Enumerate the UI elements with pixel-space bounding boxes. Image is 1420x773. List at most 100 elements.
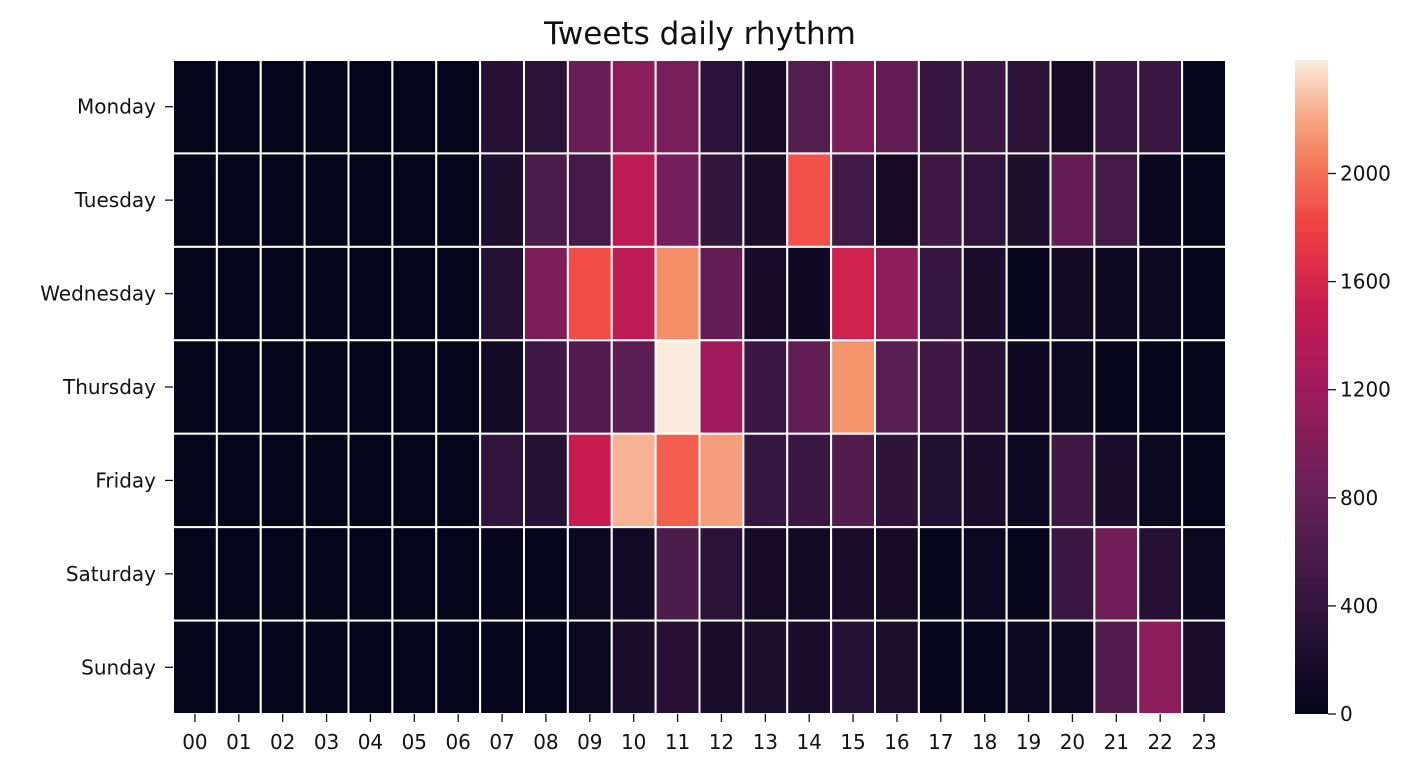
heatmap-cell [1137,245,1184,342]
heatmap-cell [391,526,438,622]
heatmap-cell [215,152,262,248]
colorbar-tick-label: 0 [1340,702,1353,726]
heatmap-cell [566,245,613,342]
heatmap-cell [391,339,438,435]
heatmap-cell [435,432,482,529]
heatmap-cell [1005,339,1052,435]
y-tick-label: Monday [77,95,156,119]
heatmap-cell [435,152,482,248]
heatmap-cell [523,526,569,622]
heatmap-cell [479,339,525,435]
x-tick-label: 10 [621,730,646,754]
heatmap-cell [479,245,525,342]
heatmap-cell [1049,619,1096,716]
heatmap-cell [961,59,1008,155]
heatmap-cell [479,526,525,622]
heatmap-cell [610,59,657,155]
colorbar-tick-label: 2000 [1340,162,1391,186]
x-tick-label: 18 [972,730,997,754]
heatmap-cell [1181,152,1227,248]
heatmap-cell [874,432,920,529]
heatmap-cell [654,245,701,342]
heatmap-cell [961,152,1008,248]
chart-title: Tweets daily rhythm [543,16,856,52]
heatmap-cell [1005,152,1052,248]
heatmap-cell [1005,59,1052,155]
heatmap-cell [1137,59,1184,155]
heatmap-cell [479,619,525,716]
heatmap-cell [303,339,350,435]
heatmap-cell [347,339,394,435]
heatmap-cell [172,339,218,435]
heatmap-cell [1005,619,1052,716]
heatmap-cell [654,526,701,622]
heatmap-cell [917,152,964,248]
heatmap-cell [259,526,306,622]
heatmap-cell [172,59,218,155]
heatmap-cell [742,339,789,435]
heatmap-cell [610,619,657,716]
heatmap-cell [698,339,745,435]
heatmap-cell [172,152,218,248]
heatmap-cell [830,619,876,716]
heatmap-cell [1093,619,1140,716]
heatmap-cell [961,339,1008,435]
heatmap-cell [1005,526,1052,622]
heatmap-cell [830,432,876,529]
heatmap-cell [479,152,525,248]
heatmap-cell [917,526,964,622]
heatmap-cell [742,432,789,529]
heatmap-cell [1049,432,1096,529]
heatmap-cell [1137,619,1184,716]
heatmap-cell [1049,526,1096,622]
heatmap-cell [172,619,218,716]
heatmap-cell [215,619,262,716]
heatmap-cell [1049,152,1096,248]
heatmap-cell [523,245,569,342]
heatmap-cell [610,526,657,622]
heatmap-cell [610,245,657,342]
heatmap-cell [654,152,701,248]
heatmap-cell [1093,59,1140,155]
heatmap-cell [654,59,701,155]
heatmap-cell [347,432,394,529]
heatmap-cell [215,59,262,155]
heatmap-cell [917,432,964,529]
heatmap-cell [698,245,745,342]
heatmap-cell [391,245,438,342]
x-tick-label: 19 [1016,730,1041,754]
heatmap-cell [1049,245,1096,342]
heatmap-cell [259,152,306,248]
heatmap-cell [435,339,482,435]
x-tick-label: 13 [753,730,778,754]
x-tick-label: 01 [226,730,251,754]
heatmap-cell [435,526,482,622]
heatmap-cell [786,432,833,529]
heatmap-cell [259,339,306,435]
y-tick-label: Thursday [62,375,156,399]
y-tick-labels: Monday Tuesday Wednesday Thursday Friday Satu… [40,95,173,679]
y-tick-label: Tuesday [74,188,157,212]
heatmap-cell [742,245,789,342]
heatmap-cell [215,432,262,529]
colorbar-tick-label: 400 [1340,594,1378,618]
heatmap-cell [874,526,920,622]
x-tick-label: 22 [1147,730,1172,754]
heatmap-cell [1137,339,1184,435]
heatmap-cell [479,59,525,155]
heatmap-cell [874,245,920,342]
heatmap-cell [566,526,613,622]
heatmap-cell [347,152,394,248]
heatmap-cell [1181,59,1227,155]
x-tick-label: 08 [533,730,558,754]
heatmap-cell [917,339,964,435]
heatmap-cell [1049,339,1096,435]
heatmap-cell [215,245,262,342]
heatmap-cell [259,619,306,716]
heatmap-cell [698,59,745,155]
heatmap-cell [566,152,613,248]
heatmap-cell [566,432,613,529]
colorbar-tick-label: 1200 [1340,378,1391,402]
heatmap-cell [391,152,438,248]
heatmap-cell [303,245,350,342]
